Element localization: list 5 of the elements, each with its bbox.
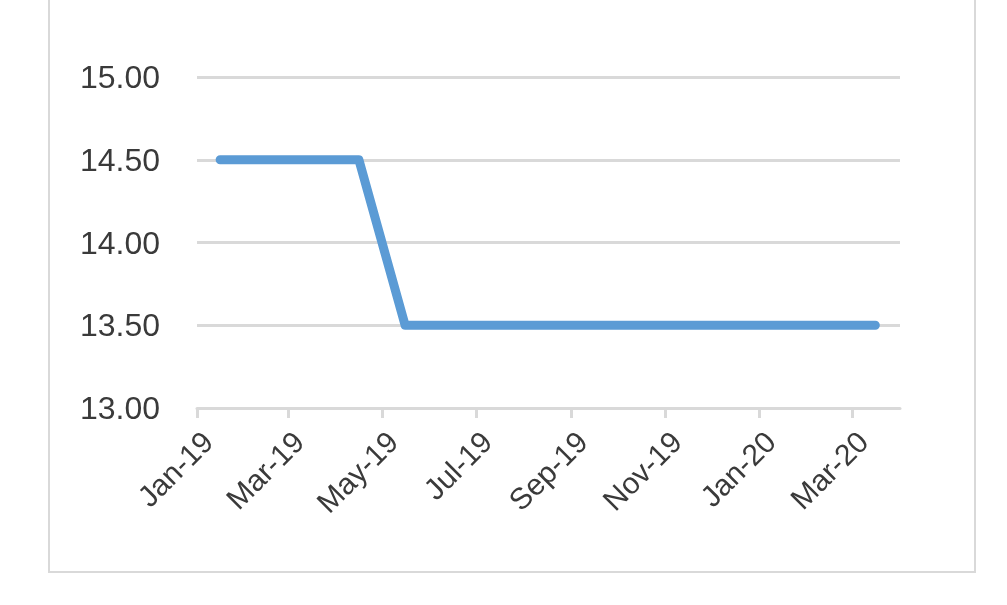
y-tick-label: 14.50 [79,141,160,178]
y-tick-label: 14.00 [79,224,160,261]
y-tick-label: 13.50 [79,307,160,344]
y-tick-label: 13.00 [79,390,160,426]
y-tick-label: 15.00 [79,59,160,95]
